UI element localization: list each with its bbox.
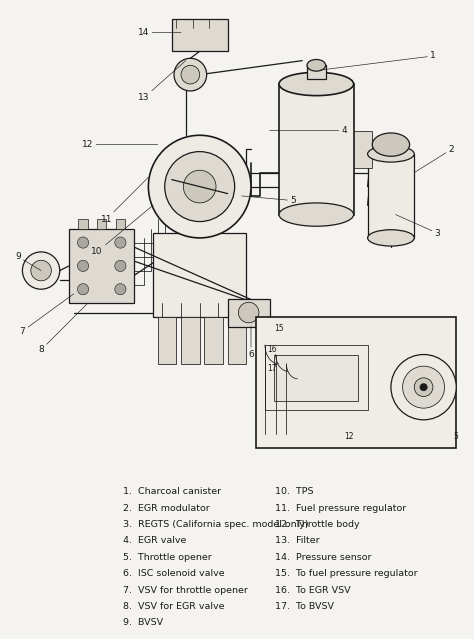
Bar	[204, 317, 223, 364]
Text: 17: 17	[267, 364, 277, 373]
Bar	[69, 229, 134, 303]
Text: 3.  REGTS (California spec. model only): 3. REGTS (California spec. model only)	[123, 520, 309, 529]
Text: 10.  TPS: 10. TPS	[275, 487, 313, 496]
Text: 3: 3	[396, 215, 440, 238]
Text: 1.  Charcoal canister: 1. Charcoal canister	[123, 487, 221, 496]
Text: 4.  EGR valve: 4. EGR valve	[123, 536, 187, 545]
Ellipse shape	[368, 146, 414, 162]
Ellipse shape	[279, 72, 354, 96]
Circle shape	[238, 302, 259, 323]
Bar	[153, 233, 246, 317]
Text: 7.  VSV for throttle opener: 7. VSV for throttle opener	[123, 585, 248, 594]
Bar	[97, 219, 106, 229]
Circle shape	[174, 58, 207, 91]
Text: 16.  To EGR VSV: 16. To EGR VSV	[275, 585, 351, 594]
Text: 16: 16	[267, 345, 277, 355]
Text: 14.  Pressure sensor: 14. Pressure sensor	[275, 553, 372, 562]
Text: 13.  Filter: 13. Filter	[275, 536, 319, 545]
Text: 6: 6	[248, 327, 254, 359]
Bar	[228, 298, 270, 327]
Circle shape	[402, 366, 445, 408]
Bar	[307, 65, 326, 79]
Ellipse shape	[279, 203, 354, 226]
Bar	[265, 345, 368, 410]
Circle shape	[164, 151, 235, 222]
Text: 13: 13	[138, 61, 186, 102]
Circle shape	[414, 378, 433, 396]
Text: 5.  Throttle opener: 5. Throttle opener	[123, 553, 212, 562]
Circle shape	[77, 237, 89, 248]
Bar	[181, 317, 200, 364]
Circle shape	[183, 170, 216, 203]
Text: 12: 12	[82, 140, 158, 149]
Text: 11: 11	[100, 177, 148, 224]
Circle shape	[115, 237, 126, 248]
Bar	[228, 317, 246, 364]
Bar	[368, 154, 414, 238]
Bar	[116, 219, 125, 229]
Text: 2.  EGR modulator: 2. EGR modulator	[123, 504, 210, 512]
Text: 9: 9	[15, 252, 41, 270]
Text: 8.  VSV for EGR valve: 8. VSV for EGR valve	[123, 602, 225, 611]
Bar	[172, 19, 228, 51]
Circle shape	[22, 252, 60, 289]
Circle shape	[115, 284, 126, 295]
Text: 1: 1	[321, 52, 436, 70]
Text: 7: 7	[19, 294, 74, 335]
Circle shape	[391, 355, 456, 420]
Text: 2: 2	[414, 145, 455, 173]
Text: 11.  Fuel pressure regulator: 11. Fuel pressure regulator	[275, 504, 406, 512]
Text: 4: 4	[270, 126, 347, 135]
Circle shape	[148, 135, 251, 238]
Ellipse shape	[307, 59, 326, 71]
Circle shape	[31, 260, 51, 281]
Circle shape	[115, 260, 126, 272]
Bar	[255, 317, 456, 448]
Ellipse shape	[372, 133, 410, 157]
Text: 14: 14	[138, 28, 181, 37]
Text: 9.  BVSV: 9. BVSV	[123, 619, 164, 627]
Text: 5: 5	[454, 432, 459, 441]
Text: 15: 15	[274, 325, 284, 334]
Circle shape	[77, 260, 89, 272]
Bar	[158, 317, 176, 364]
Text: 5: 5	[242, 196, 296, 205]
Text: 10: 10	[91, 205, 153, 256]
Bar	[78, 219, 88, 229]
Text: 8: 8	[38, 303, 88, 355]
Circle shape	[420, 383, 428, 391]
Bar	[274, 355, 358, 401]
Text: 12.  Throttle body: 12. Throttle body	[275, 520, 360, 529]
Text: 15.  To fuel pressure regulator: 15. To fuel pressure regulator	[275, 569, 418, 578]
Ellipse shape	[368, 230, 414, 246]
Text: 17.  To BVSV: 17. To BVSV	[275, 602, 334, 611]
Text: 12: 12	[344, 432, 354, 441]
Circle shape	[181, 65, 200, 84]
Bar	[354, 130, 372, 168]
Circle shape	[77, 284, 89, 295]
Bar	[279, 84, 354, 215]
Text: 6.  ISC solenoid valve: 6. ISC solenoid valve	[123, 569, 225, 578]
